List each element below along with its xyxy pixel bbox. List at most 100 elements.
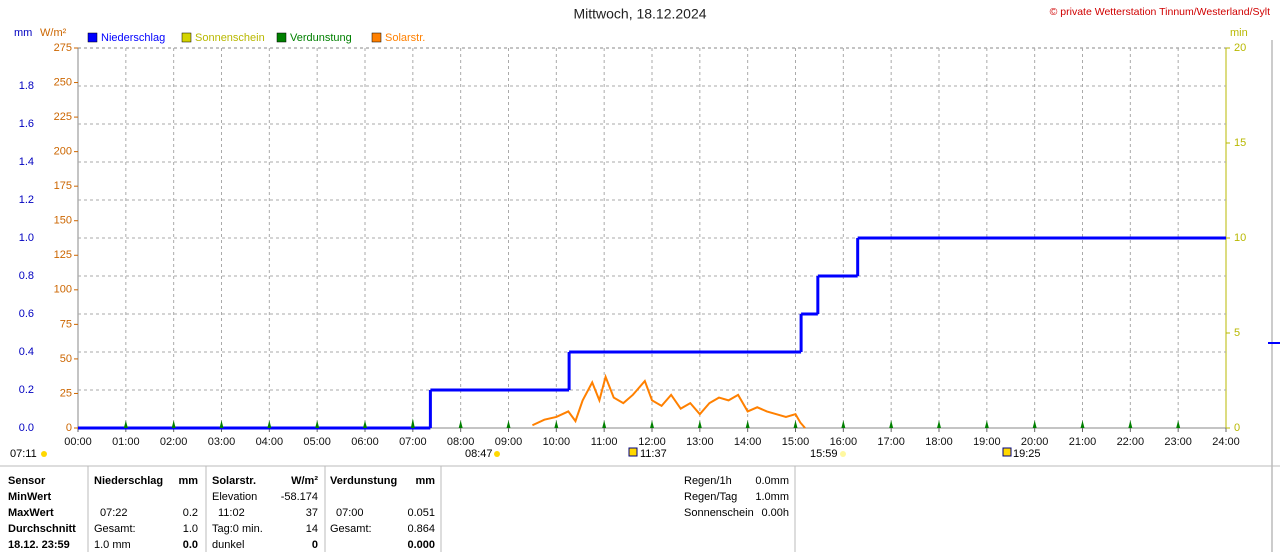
x-tick-label: 01:00 <box>112 436 140 448</box>
x-tick-label: 21:00 <box>1069 436 1097 448</box>
w-tick-label: 275 <box>54 42 72 54</box>
event-label: 15:59 <box>810 448 838 460</box>
table-cell: 1.0 mm <box>94 539 131 551</box>
table-cell: 14 <box>306 523 318 535</box>
table-cell: mm <box>178 475 198 487</box>
w-tick-label: 0 <box>66 422 72 434</box>
table-cell: Solarstr. <box>212 475 256 487</box>
spike <box>697 420 702 428</box>
table-cell: Gesamt: <box>330 523 372 535</box>
legend-swatch <box>181 32 192 43</box>
event-label: 11:37 <box>640 448 667 460</box>
x-tick-label: 17:00 <box>877 436 905 448</box>
table-cell: Niederschlag <box>94 475 163 487</box>
table-cell: 0 <box>312 539 318 551</box>
y2-tick-label: 20 <box>1234 42 1246 54</box>
table-cell: Durchschnitt <box>8 523 76 535</box>
y-tick-label: 1.6 <box>19 118 34 130</box>
x-tick-label: 06:00 <box>351 436 379 448</box>
table-cell: mm <box>415 475 435 487</box>
y-tick-label: 1.8 <box>19 80 34 92</box>
legend-swatch <box>371 32 382 43</box>
y2-tick-label: 5 <box>1234 327 1240 339</box>
spike <box>1128 420 1133 428</box>
legend-swatch <box>276 32 287 43</box>
table-cell: W/m² <box>291 475 318 487</box>
x-tick-label: 20:00 <box>1021 436 1049 448</box>
x-tick-label: 23:00 <box>1164 436 1192 448</box>
x-tick-label: 12:00 <box>638 436 666 448</box>
w-tick-label: 50 <box>60 353 72 365</box>
sun-icon <box>840 451 846 457</box>
w-tick-label: 250 <box>54 76 72 88</box>
sun-icon <box>494 451 500 457</box>
w-tick-label: 100 <box>54 284 72 296</box>
spike <box>1032 420 1037 428</box>
y-tick-label: 0.6 <box>19 308 34 320</box>
w-tick-label: 125 <box>54 249 72 261</box>
table-cell: 07:22 <box>100 507 128 519</box>
x-tick-label: 03:00 <box>208 436 236 448</box>
x-tick-label: 04:00 <box>256 436 284 448</box>
summary-value: 0.00h <box>761 507 789 519</box>
summary-label: Sonnenschein <box>684 507 754 519</box>
moon-icon <box>1002 447 1012 457</box>
x-tick-label: 09:00 <box>495 436 523 448</box>
w-tick-label: 200 <box>54 146 72 158</box>
spike <box>650 420 654 428</box>
x-tick-label: 00:00 <box>64 436 92 448</box>
table-cell: dunkel <box>212 539 244 551</box>
w-tick-label: 150 <box>54 215 72 227</box>
legend-label: Niederschlag <box>101 32 165 44</box>
w-tick-label: 175 <box>54 180 72 192</box>
x-tick-label: 16:00 <box>830 436 858 448</box>
table-cell: 37 <box>306 507 318 519</box>
spike <box>602 420 607 428</box>
w-axis-unit: W/m² <box>40 27 67 39</box>
table-cell: 1.0 <box>183 523 198 535</box>
y-tick-label: 1.4 <box>19 156 34 168</box>
spike <box>219 420 224 428</box>
x-tick-label: 18:00 <box>925 436 953 448</box>
event-label: 19:25 <box>1013 448 1041 460</box>
x-tick-label: 07:00 <box>399 436 427 448</box>
spike <box>745 420 750 428</box>
table-cell: 18.12. 23:59 <box>8 539 70 551</box>
spike <box>937 420 941 428</box>
x-tick-label: 24:00 <box>1212 436 1240 448</box>
table-cell: 0.0 <box>183 539 198 551</box>
table-cell: -58.174 <box>281 491 318 503</box>
spike <box>889 420 894 428</box>
y-tick-label: 0.8 <box>19 270 34 282</box>
table-cell: Sensor <box>8 475 46 487</box>
y-tick-label: 0.4 <box>19 346 34 358</box>
y-tick-label: 1.2 <box>19 194 34 206</box>
credit: © private Wetterstation Tinnum/Westerlan… <box>1050 6 1270 18</box>
y-axis-unit: mm <box>14 27 32 39</box>
table-cell: 0.051 <box>407 507 435 519</box>
table-cell: MinWert <box>8 491 52 503</box>
legend-swatch <box>87 32 98 43</box>
series-line <box>531 373 806 429</box>
x-tick-label: 11:00 <box>591 436 618 448</box>
y2-tick-label: 15 <box>1234 137 1246 149</box>
table-cell: MaxWert <box>8 507 54 519</box>
spike <box>315 420 320 428</box>
x-tick-label: 05:00 <box>303 436 331 448</box>
table-cell: Verdunstung <box>330 475 397 487</box>
y2-tick-label: 0 <box>1234 422 1240 434</box>
spike <box>984 420 989 428</box>
y-tick-label: 1.0 <box>19 232 34 244</box>
moon-icon <box>628 447 638 457</box>
w-tick-label: 225 <box>54 111 72 123</box>
summary-label: Regen/1h <box>684 475 732 487</box>
y2-tick-label: 10 <box>1234 232 1246 244</box>
sun-icon <box>41 451 47 457</box>
x-tick-label: 13:00 <box>686 436 714 448</box>
spike <box>841 420 846 428</box>
spike <box>1176 420 1181 428</box>
spike <box>410 418 415 428</box>
spike <box>1080 420 1085 428</box>
